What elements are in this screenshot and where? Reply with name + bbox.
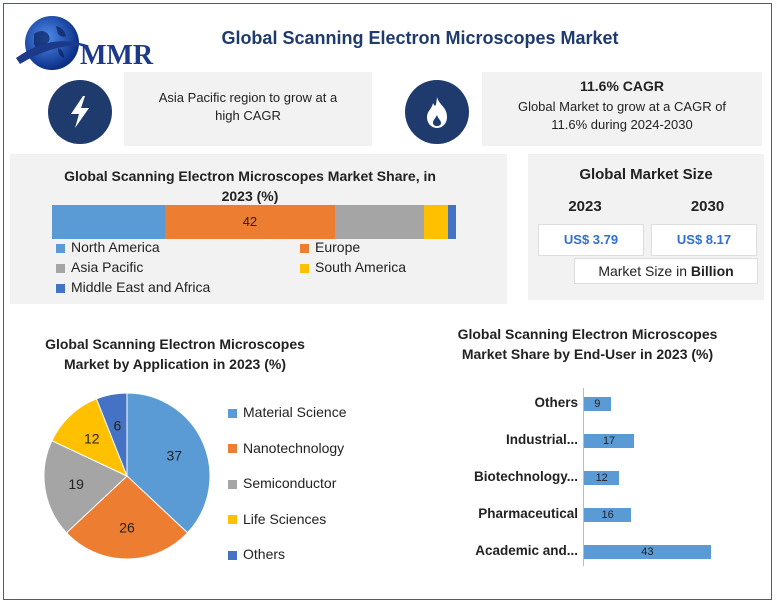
bar-pharmaceutical: 16 — [584, 508, 632, 522]
legend-label: Others — [243, 546, 286, 562]
bar-category-label: Biotechnology... — [474, 469, 578, 484]
lightning-icon — [48, 80, 112, 144]
market-size-title: Global Market Size — [579, 166, 713, 183]
legend-swatch — [56, 243, 65, 253]
bar-category-label: Industrial... — [505, 432, 578, 447]
bar-category-label: Others — [534, 395, 578, 410]
stacked-segment-europe: 42 — [165, 205, 335, 239]
legend-swatch — [228, 479, 237, 489]
market-size-year-2030: 2030 — [690, 198, 725, 215]
legend-item: Europe — [300, 239, 360, 255]
market-size-note-prefix: Market Size in — [598, 263, 691, 279]
pie-data-label: 37 — [166, 448, 182, 464]
enduser-bar-title-text: Global Scanning Electron Microscopes Mar… — [457, 326, 718, 362]
legend-swatch — [228, 550, 237, 560]
bar-value-label: 43 — [641, 546, 654, 558]
stacked-segment-asia-pacific — [334, 205, 424, 239]
logo: MMR — [12, 12, 162, 74]
pie-slice-life-sciences — [51, 398, 128, 477]
legend-item: Semiconductor — [228, 475, 336, 491]
pie-data-label: 6 — [113, 417, 121, 433]
legend-item: Nanotechnology — [228, 440, 344, 456]
stacked-segment-north-america — [52, 205, 166, 239]
legend-swatch — [228, 408, 237, 418]
enduser-axis — [583, 388, 584, 566]
bar-value-label: 12 — [595, 472, 608, 484]
pie-slice-semiconductor — [43, 439, 128, 534]
stacked-segment-south-america — [423, 205, 448, 239]
bar-value-label: 16 — [601, 509, 614, 521]
legend-label: Nanotechnology — [243, 439, 345, 456]
bar-value-label: 17 — [602, 435, 616, 447]
legend-item: Middle East and Africa — [56, 279, 210, 295]
bar-biotechnology: 12 — [584, 471, 620, 485]
page-title: Global Scanning Electron Microscopes Mar… — [221, 28, 619, 48]
pie-data-label: 12 — [84, 430, 100, 446]
market-size-year-2023: 2023 — [568, 198, 602, 215]
stacked-segment-label: 42 — [242, 214, 258, 229]
market-size-note-unit: Billion — [690, 263, 734, 279]
globe-icon — [16, 16, 90, 70]
market-size-value-2023: US$ 3.79 — [538, 224, 644, 256]
regional-share-title-text: Global Scanning Electron Microscopes Mar… — [64, 168, 436, 204]
legend-item: Asia Pacific — [56, 259, 143, 275]
cagr-text: Global Market to grow at a CAGR of 11.6%… — [517, 99, 727, 132]
legend-label: Semiconductor — [243, 475, 337, 491]
bar-value-label: 9 — [594, 398, 601, 410]
pie-slice-others — [95, 392, 128, 477]
legend-label: Life Sciences — [243, 510, 327, 527]
pie-slice-nanotechnology — [65, 475, 189, 560]
legend-swatch — [56, 283, 65, 293]
bar-category-label: Academic and... — [475, 543, 578, 558]
bar-academic-and: 43 — [584, 545, 711, 559]
pie-data-label: 26 — [119, 519, 135, 535]
pie-slice-material-science — [126, 392, 211, 534]
logo-text: MMR — [80, 40, 154, 71]
legend-label: Material Science — [243, 404, 347, 420]
legend-label: Europe — [315, 239, 361, 255]
application-pie-chart: 37 26 19 12 6 — [43, 392, 211, 560]
infographic-frame — [3, 3, 772, 600]
legend-item: North America — [56, 239, 160, 255]
highlight-right-box: 11.6% CAGR Global Market to grow at a CA… — [482, 72, 762, 146]
enduser-bar-title: Global Scanning Electron Microscopes Mar… — [440, 324, 735, 364]
bar-others: 9 — [584, 397, 611, 411]
market-size-note: Market Size in Billion — [574, 258, 758, 284]
flame-icon — [405, 80, 469, 144]
pie-data-label: 19 — [68, 476, 84, 492]
legend-swatch — [228, 515, 237, 525]
legend-swatch — [300, 243, 309, 253]
market-size-value-2030: US$ 8.17 — [651, 224, 757, 256]
application-pie-title: Global Scanning Electron Microscopes Mar… — [30, 334, 320, 374]
legend-label: South America — [315, 259, 407, 275]
legend-swatch — [56, 263, 65, 273]
legend-item: South America — [300, 259, 406, 275]
legend-item: Material Science — [228, 404, 347, 420]
legend-item: Life Sciences — [228, 511, 326, 527]
legend-item: Others — [228, 546, 285, 562]
regional-share-title: Global Scanning Electron Microscopes Mar… — [50, 166, 450, 206]
legend-swatch — [300, 263, 309, 273]
bar-industrial: 17 — [584, 434, 635, 448]
legend-label: North America — [71, 239, 160, 255]
legend-label: Middle East and Africa — [71, 279, 211, 295]
legend-swatch — [228, 444, 237, 454]
legend-label: Asia Pacific — [71, 259, 144, 275]
highlight-left-box: Asia Pacific region to grow at a high CA… — [124, 72, 372, 146]
application-pie-title-text: Global Scanning Electron Microscopes Mar… — [45, 336, 305, 372]
highlight-left-text: Asia Pacific region to grow at a high CA… — [158, 90, 338, 123]
cagr-title: 11.6% CAGR — [579, 78, 665, 94]
bar-category-label: Pharmaceutical — [478, 506, 578, 521]
stacked-segment-middle-east-and-africa — [447, 205, 456, 239]
